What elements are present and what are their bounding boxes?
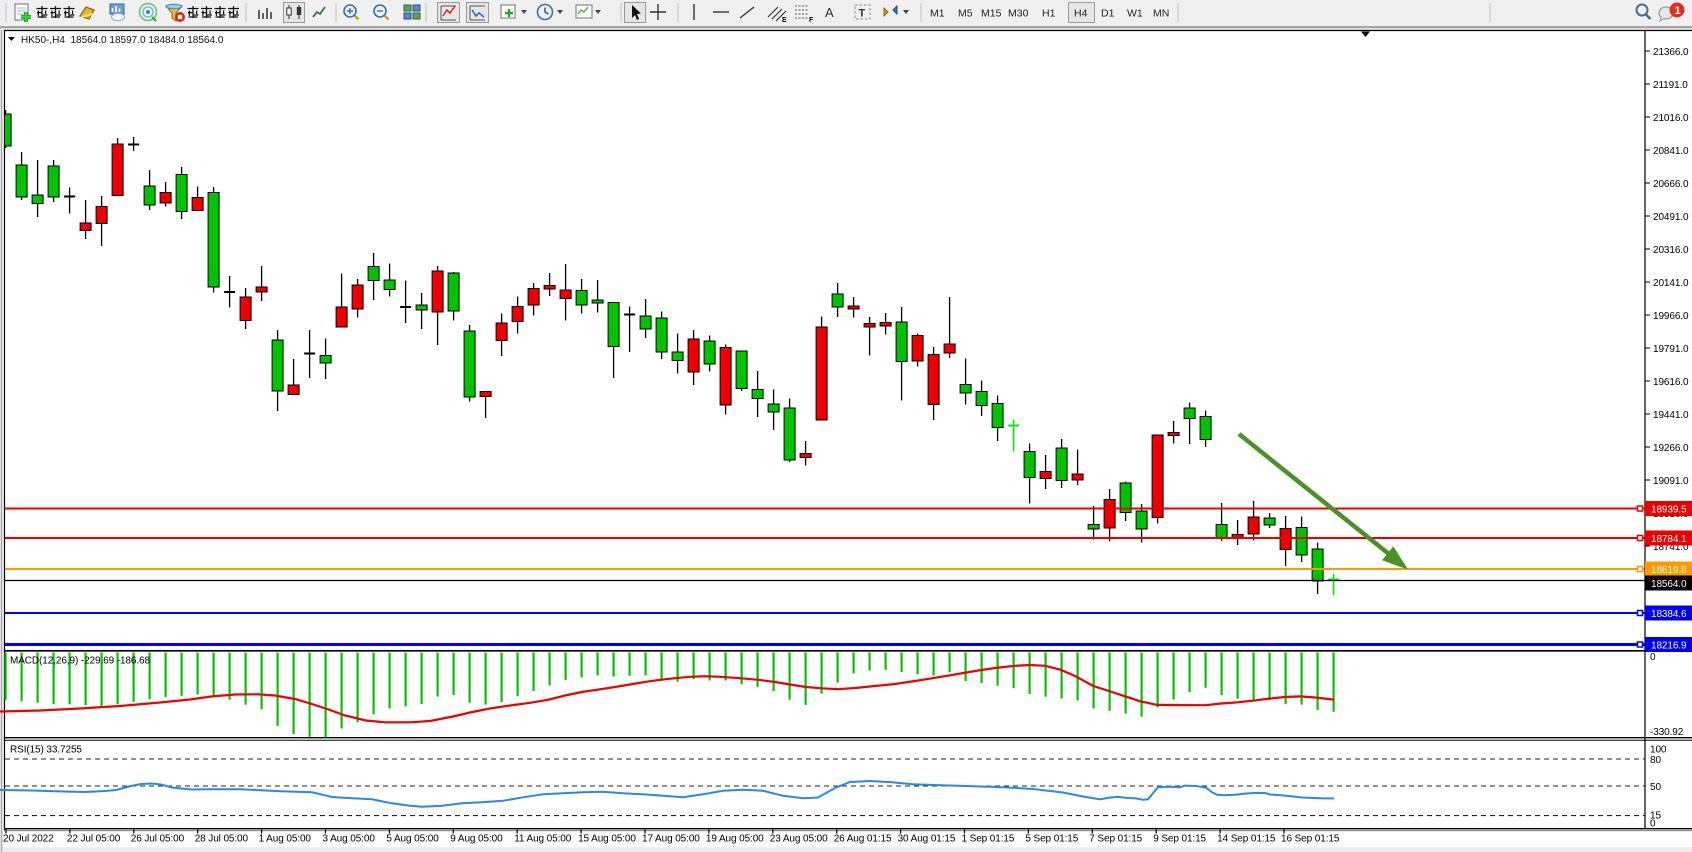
- svg-text:3 Aug 05:00: 3 Aug 05:00: [323, 834, 376, 845]
- svg-text:M30: M30: [1008, 8, 1029, 20]
- svg-text:5 Sep 01:15: 5 Sep 01:15: [1025, 834, 1078, 845]
- svg-text:19791.0: 19791.0: [1653, 344, 1689, 355]
- svg-text:MN: MN: [1153, 8, 1169, 20]
- svg-text:M5: M5: [958, 8, 973, 20]
- svg-text:E: E: [782, 17, 787, 24]
- svg-text:H4: H4: [1074, 8, 1088, 20]
- svg-text:1 Sep 01:15: 1 Sep 01:15: [962, 834, 1015, 845]
- svg-text:1: 1: [1675, 5, 1681, 17]
- svg-text:23 Aug 05:00: 23 Aug 05:00: [770, 834, 828, 845]
- svg-text:30 Aug 01:15: 30 Aug 01:15: [898, 834, 956, 845]
- svg-text:15 Aug 05:00: 15 Aug 05:00: [578, 834, 636, 845]
- svg-text:18384.6: 18384.6: [1651, 609, 1687, 620]
- svg-text:19441.0: 19441.0: [1653, 410, 1689, 421]
- svg-text:F: F: [809, 17, 814, 24]
- svg-text:21016.0: 21016.0: [1653, 113, 1689, 124]
- svg-text:1 Aug 05:00: 1 Aug 05:00: [259, 834, 312, 845]
- svg-text:20841.0: 20841.0: [1653, 146, 1689, 157]
- svg-text:MACD(12,26,9) -229.69 -186.68: MACD(12,26,9) -229.69 -186.68: [10, 656, 150, 667]
- svg-text:19091.0: 19091.0: [1653, 476, 1689, 487]
- svg-text:18619.8: 18619.8: [1651, 565, 1687, 576]
- svg-text:18741.0: 18741.0: [1653, 542, 1689, 553]
- svg-text:0: 0: [1650, 652, 1656, 663]
- svg-text:7 Sep 01:15: 7 Sep 01:15: [1089, 834, 1142, 845]
- svg-text:20666.0: 20666.0: [1653, 179, 1689, 190]
- svg-text:0: 0: [1650, 819, 1656, 830]
- svg-text:20141.0: 20141.0: [1653, 278, 1689, 289]
- svg-text:M15: M15: [981, 8, 1002, 20]
- svg-text:RSI(15) 33.7255: RSI(15) 33.7255: [10, 745, 82, 756]
- svg-text:21191.0: 21191.0: [1653, 80, 1688, 91]
- svg-text:T: T: [859, 8, 866, 20]
- svg-text:21366.0: 21366.0: [1653, 47, 1689, 58]
- svg-text:H1: H1: [1042, 8, 1056, 20]
- svg-text:19266.0: 19266.0: [1653, 443, 1689, 454]
- svg-text:26 Jul 05:00: 26 Jul 05:00: [131, 834, 185, 845]
- svg-text:19616.0: 19616.0: [1653, 377, 1689, 388]
- svg-text:18784.1: 18784.1: [1651, 534, 1687, 545]
- svg-text:W1: W1: [1127, 8, 1143, 20]
- svg-text:18216.9: 18216.9: [1651, 640, 1687, 651]
- svg-text:16 Sep 01:15: 16 Sep 01:15: [1281, 834, 1340, 845]
- svg-text:28 Jul 05:00: 28 Jul 05:00: [195, 834, 249, 845]
- svg-text:5 Aug 05:00: 5 Aug 05:00: [386, 834, 439, 845]
- svg-text:9 Aug 05:00: 9 Aug 05:00: [450, 834, 503, 845]
- svg-text:19 Aug 05:00: 19 Aug 05:00: [706, 834, 764, 845]
- svg-text:17 Aug 05:00: 17 Aug 05:00: [642, 834, 700, 845]
- svg-text:D1: D1: [1101, 8, 1115, 20]
- svg-text:19966.0: 19966.0: [1653, 311, 1689, 322]
- svg-text:22 Jul 05:00: 22 Jul 05:00: [67, 834, 121, 845]
- svg-text:A: A: [825, 5, 834, 20]
- svg-text:20 Jul 2022: 20 Jul 2022: [3, 834, 54, 845]
- svg-text:50: 50: [1650, 782, 1661, 793]
- svg-text:14 Sep 01:15: 14 Sep 01:15: [1217, 834, 1276, 845]
- svg-text:9 Sep 01:15: 9 Sep 01:15: [1153, 834, 1206, 845]
- svg-text:HK50-,H4 18564.0 18597.0 1848: HK50-,H4 18564.0 18597.0 18484.0 18564.0: [21, 35, 224, 46]
- svg-text:15: 15: [1650, 811, 1661, 822]
- svg-text:80: 80: [1650, 755, 1661, 766]
- svg-text:11 Aug 05:00: 11 Aug 05:00: [514, 834, 572, 845]
- svg-text:100: 100: [1650, 745, 1667, 756]
- svg-text:-330.92: -330.92: [1650, 727, 1684, 738]
- svg-text:26 Aug 01:15: 26 Aug 01:15: [834, 834, 892, 845]
- svg-text:18564.0: 18564.0: [1651, 579, 1687, 590]
- svg-text:18939.5: 18939.5: [1651, 504, 1687, 515]
- svg-text:20491.0: 20491.0: [1653, 212, 1689, 223]
- svg-text:20316.0: 20316.0: [1653, 245, 1689, 256]
- svg-text:M1: M1: [930, 8, 945, 20]
